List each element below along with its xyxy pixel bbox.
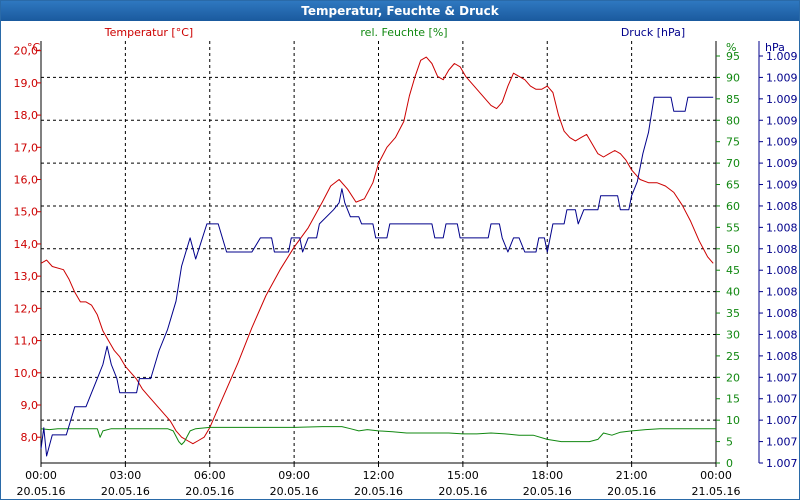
x-tick-date: 20.05.16: [438, 485, 487, 498]
x-tick-time: 18:00: [531, 469, 563, 482]
x-tick-time: 00:00: [25, 469, 57, 482]
pressure-tick-label: 1.008: [766, 350, 798, 363]
temperature-line: [40, 56, 714, 445]
pressure-tick-label: 1.009: [766, 114, 798, 127]
temp-tick-label: 13,0: [14, 270, 39, 283]
humidity-tick-label: 45: [726, 264, 740, 277]
humidity-unit-label: %: [726, 41, 736, 54]
x-tick-time: 00:00: [700, 469, 732, 482]
humidity-tick-label: 80: [726, 114, 740, 127]
humidity-tick-label: 70: [726, 157, 740, 170]
x-tick-time: 21:00: [616, 469, 648, 482]
temp-tick-label: 12,0: [14, 302, 39, 315]
pressure-tick-label: 1.008: [766, 243, 798, 256]
chart-title: Temperatur, Feuchte & Druck: [1, 1, 799, 21]
x-tick-date: 20.05.16: [523, 485, 572, 498]
humidity-tick-label: 0: [726, 457, 733, 470]
humidity-tick-label: 95: [726, 50, 740, 63]
humidity-tick-label: 60: [726, 200, 740, 213]
temp-tick-label: 14,0: [14, 238, 39, 251]
temp-tick-label: 20,0: [14, 45, 39, 58]
x-tick-time: 15:00: [447, 469, 479, 482]
pressure-unit-label: hPa: [765, 41, 785, 54]
x-tick-date: 20.05.16: [101, 485, 150, 498]
temp-tick-labels: 8,0 9,0 10,0 11,0 12,0 13,0 14,0 15,0 16,0 17,0 18…: [14, 45, 41, 444]
time-tick-labels: 00:00 20.05.16 03:00 20.05.16 06:00 20.05.16 0…: [17, 469, 741, 498]
pressure-tick-label: 1.007: [766, 414, 798, 427]
humidity-line: [40, 426, 716, 446]
humidity-tick-label: 85: [726, 93, 740, 106]
pressure-tick-label: 1.008: [766, 221, 798, 234]
pressure-tick-label: 1.009: [766, 179, 798, 192]
x-tick-time: 12:00: [363, 469, 395, 482]
pressure-tick-labels: 1.007 1.007 1.007 1.007 1.007 1.008 1.008 1.008…: [759, 50, 798, 470]
pressure-tick-label: 1.007: [766, 393, 798, 406]
x-tick-date: 20.05.16: [270, 485, 319, 498]
x-tick-time: 03:00: [110, 469, 142, 482]
humidity-tick-label: 75: [726, 136, 740, 149]
pressure-tick-label: 1.007: [766, 436, 798, 449]
pressure-tick-label: 1.008: [766, 200, 798, 213]
temp-tick-label: 19,0: [14, 77, 39, 90]
temp-axis-title: Temperatur [°C]: [104, 26, 193, 39]
humidity-tick-label: 20: [726, 371, 740, 384]
pressure-tick-label: 1.009: [766, 71, 798, 84]
humidity-tick-labels: 0 5 10 15 20 25 30 35 40 45 50 55 60 65 70 75 80 85 90 95: [716, 50, 740, 470]
humidity-tick-label: 65: [726, 179, 740, 192]
humidity-tick-label: 10: [726, 414, 740, 427]
x-tick-time: 09:00: [278, 469, 310, 482]
temp-tick-label: 10,0: [14, 367, 39, 380]
humidity-tick-label: 50: [726, 243, 740, 256]
humidity-tick-label: 15: [726, 393, 740, 406]
humidity-tick-label: 25: [726, 350, 740, 363]
x-tick-date: 20.05.16: [607, 485, 656, 498]
humidity-axis-title: rel. Feuchte [%]: [360, 26, 447, 39]
temp-tick-label: 8,0: [21, 431, 39, 444]
humidity-tick-label: 30: [726, 328, 740, 341]
temp-tick-label: 9,0: [21, 399, 39, 412]
temp-tick-label: 16,0: [14, 174, 39, 187]
temp-tick-label: 17,0: [14, 141, 39, 154]
axes: [40, 41, 760, 467]
pressure-tick-label: 1.009: [766, 136, 798, 149]
temp-tick-label: 18,0: [14, 109, 39, 122]
temp-tick-label: 11,0: [14, 335, 39, 348]
humidity-tick-label: 55: [726, 221, 740, 234]
pressure-axis-title: Druck [hPa]: [621, 26, 685, 39]
pressure-tick-label: 1.008: [766, 264, 798, 277]
x-tick-date: 21.05.16: [692, 485, 741, 498]
humidity-tick-label: 90: [726, 71, 740, 84]
x-tick-date: 20.05.16: [17, 485, 66, 498]
pressure-tick-label: 1.009: [766, 50, 798, 63]
pressure-tick-label: 1.007: [766, 371, 798, 384]
humidity-tick-label: 5: [726, 436, 733, 449]
x-tick-date: 20.05.16: [185, 485, 234, 498]
humidity-tick-label: 40: [726, 286, 740, 299]
pressure-tick-label: 1.009: [766, 93, 798, 106]
temp-tick-label: 15,0: [14, 206, 39, 219]
x-tick-time: 06:00: [194, 469, 226, 482]
x-tick-date: 20.05.16: [354, 485, 403, 498]
humidity-tick-label: 35: [726, 307, 740, 320]
pressure-tick-label: 1.008: [766, 307, 798, 320]
pressure-tick-label: 1.007: [766, 457, 798, 470]
pressure-tick-label: 1.008: [766, 328, 798, 341]
pressure-line: [40, 96, 714, 457]
series-lines: [40, 56, 716, 457]
pressure-tick-label: 1.009: [766, 157, 798, 170]
pressure-tick-label: 1.008: [766, 286, 798, 299]
